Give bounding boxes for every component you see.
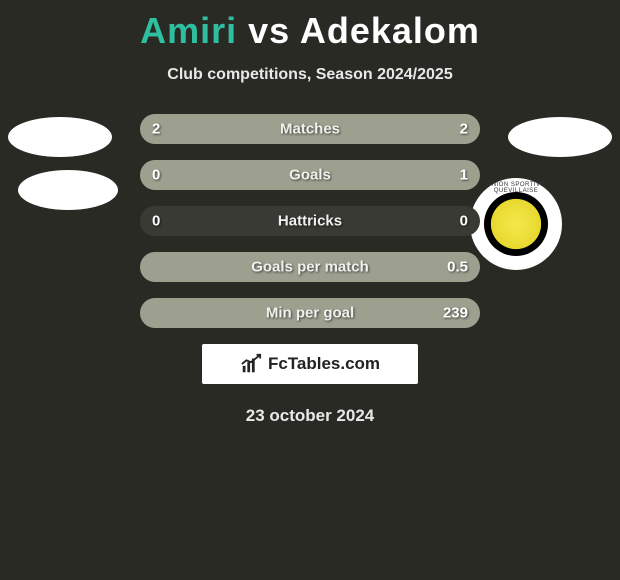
- player1-badge-ellipse: [8, 117, 112, 157]
- stat-row: 239 Min per goal: [140, 298, 480, 328]
- player2-club-logo: UNION SPORTIVE QUEVILLAISE: [470, 178, 562, 270]
- player2-badge-ellipse: [508, 117, 612, 157]
- player1-name: Amiri: [140, 10, 237, 51]
- club-logo-inner: [484, 192, 548, 256]
- stat-label: Matches: [280, 121, 340, 138]
- subtitle: Club competitions, Season 2024/2025: [0, 66, 620, 84]
- footer-brand-box[interactable]: FcTables.com: [202, 344, 418, 384]
- stat-label: Hattricks: [278, 213, 342, 230]
- stat-value-right: 0: [460, 213, 468, 230]
- stat-label: Goals per match: [251, 259, 369, 276]
- footer-brand-text: FcTables.com: [268, 354, 380, 374]
- chart-icon: [240, 353, 262, 375]
- stat-value-right: 0.5: [447, 259, 468, 276]
- comparison-title: Amiri vs Adekalom: [0, 0, 620, 52]
- stat-value-left: 0: [152, 213, 160, 230]
- stat-value-left: 2: [152, 121, 160, 138]
- stat-row: 2 2 Matches: [140, 114, 480, 144]
- stat-row: 0.5 Goals per match: [140, 252, 480, 282]
- stat-label: Min per goal: [266, 305, 354, 322]
- player2-name: Adekalom: [300, 10, 480, 51]
- stat-row: 0 1 Goals: [140, 160, 480, 190]
- stat-label: Goals: [289, 167, 331, 184]
- stat-value-right: 1: [460, 167, 468, 184]
- stat-value-right: 239: [443, 305, 468, 322]
- vs-text: vs: [248, 10, 290, 51]
- stat-value-right: 2: [460, 121, 468, 138]
- date-text: 23 october 2024: [0, 406, 620, 426]
- player1-badge-ellipse-2: [18, 170, 118, 210]
- stat-row: 0 0 Hattricks: [140, 206, 480, 236]
- stat-value-left: 0: [152, 167, 160, 184]
- stats-container: 2 2 Matches 0 1 Goals 0 0 Hattricks 0.5 Goals per …: [140, 114, 480, 328]
